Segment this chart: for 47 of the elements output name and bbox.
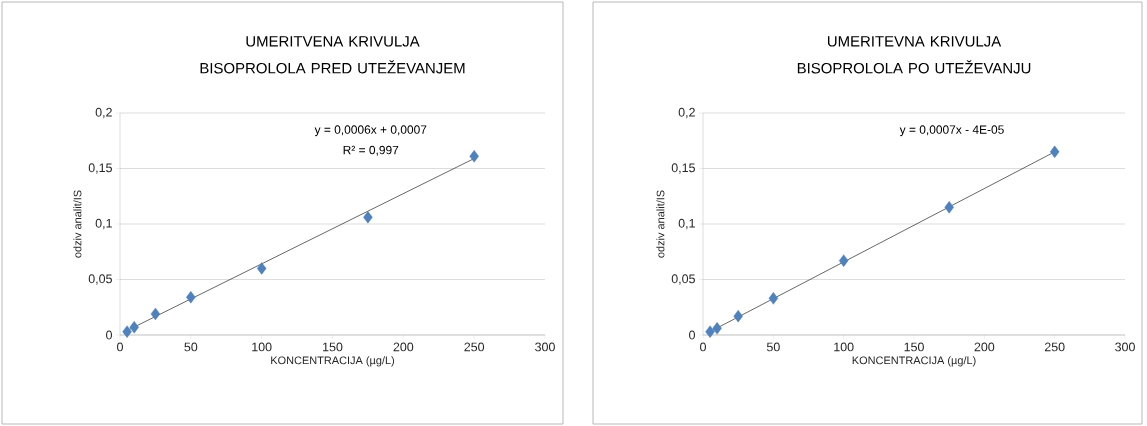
annotation: y = 0,0007x - 4E-05 [899, 125, 1004, 137]
y-tick-label: 0,15 [88, 163, 112, 174]
point [256, 262, 267, 275]
x-tick-label: 100 [252, 342, 272, 352]
x-tick-label: 300 [535, 342, 555, 352]
x-tick-label: 200 [974, 342, 995, 352]
y-tick-label: 0,05 [671, 274, 695, 285]
y-tick-label: 0,2 [678, 107, 695, 119]
x-tick-label: 100 [834, 342, 854, 352]
point [1049, 145, 1060, 159]
y-tick-label: 0,05 [88, 274, 112, 285]
y-tick-label: 0 [689, 330, 695, 340]
point [186, 291, 196, 304]
x-tick-label: 200 [393, 342, 414, 352]
chart-title: UMERITVENA KRIVULJA BISOPROLOLA PRED UTEŽEVANJEM [200, 36, 465, 74]
x-axis-title: KONCENTRACIJA (µg/L) [852, 356, 976, 367]
y-tick-label: 0,15 [671, 163, 695, 174]
point [838, 254, 849, 267]
point [150, 307, 161, 321]
point [768, 292, 779, 305]
point [944, 201, 954, 214]
annotation: y = 0,0006x + 0,0007 [314, 125, 427, 137]
x-tick-label: 0 [117, 342, 123, 352]
y-axis-title: odziv analit/IS [73, 190, 82, 258]
y-tick-label: 0,2 [95, 107, 112, 119]
y-tick-label: 0 [106, 330, 112, 340]
y-tick-label: 0,1 [678, 218, 695, 230]
y-tick-label: 0,1 [95, 218, 112, 230]
x-axis-title: KONCENTRACIJA (µg/L) [271, 356, 395, 367]
annotation: R² = 0,997 [343, 145, 399, 156]
point [469, 150, 479, 163]
x-tick-label: 150 [323, 342, 343, 352]
point [705, 325, 715, 338]
x-tick-label: 0 [700, 342, 706, 352]
y-axis-title: odziv analit/IS [656, 190, 665, 258]
point [733, 309, 743, 323]
x-tick-label: 50 [184, 342, 198, 352]
x-tick-label: 150 [904, 342, 924, 352]
point [712, 322, 722, 335]
chart-title: UMERITEVNA KRIVULJA BISOPROLOLA PO UTEŽEVANJU [797, 36, 1031, 74]
x-tick-label: 50 [766, 342, 780, 352]
point [129, 321, 139, 334]
x-tick-label: 300 [1115, 342, 1135, 352]
x-tick-label: 250 [464, 342, 485, 352]
x-tick-label: 250 [1044, 342, 1065, 352]
point [122, 325, 132, 338]
point [363, 211, 373, 224]
